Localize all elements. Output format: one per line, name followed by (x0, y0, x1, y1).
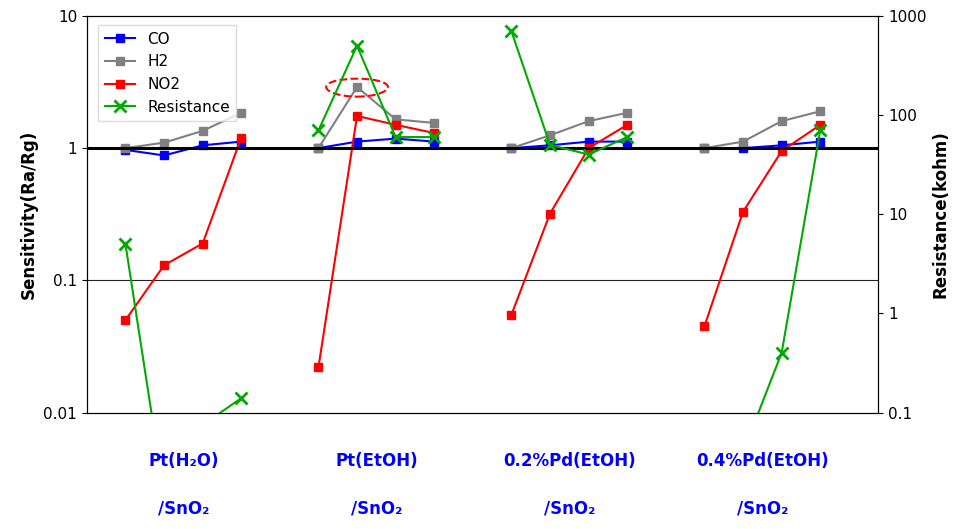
Text: 0.2%Pd(EtOH): 0.2%Pd(EtOH) (503, 452, 636, 470)
Text: /SnO₂: /SnO₂ (543, 500, 595, 518)
Text: /SnO₂: /SnO₂ (736, 500, 788, 518)
Y-axis label: Sensitivity(Ra/Rg): Sensitivity(Ra/Rg) (20, 130, 38, 299)
Text: Pt(H₂O): Pt(H₂O) (148, 452, 219, 470)
Text: Pt(EtOH): Pt(EtOH) (335, 452, 418, 470)
Text: /SnO₂: /SnO₂ (350, 500, 402, 518)
Text: /SnO₂: /SnO₂ (157, 500, 209, 518)
Y-axis label: Resistance(kohm): Resistance(kohm) (932, 130, 950, 298)
Text: 0.4%Pd(EtOH): 0.4%Pd(EtOH) (696, 452, 829, 470)
Legend: CO, H2, NO2, Resistance: CO, H2, NO2, Resistance (98, 25, 236, 121)
